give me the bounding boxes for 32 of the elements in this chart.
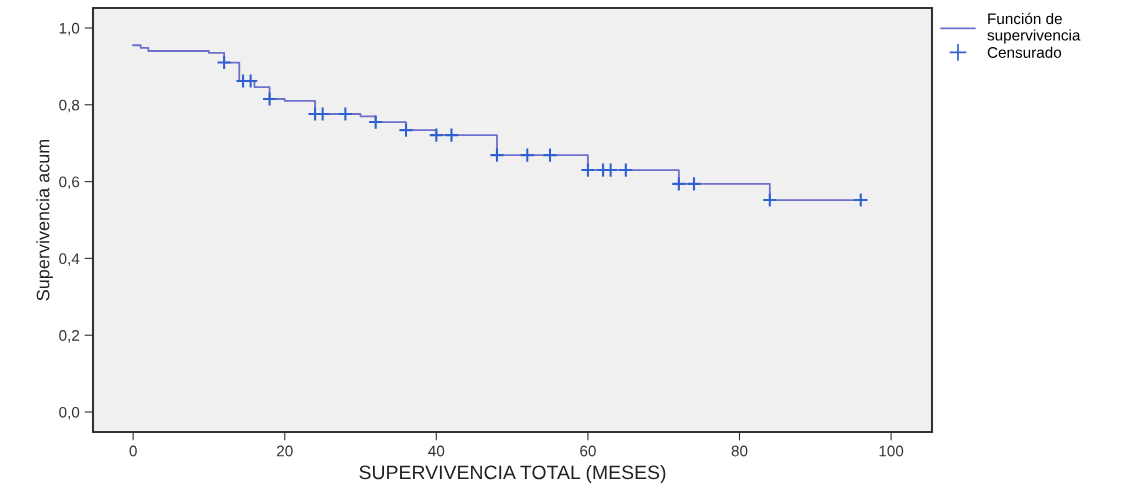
x-tick-label: 100: [879, 445, 904, 457]
x-tick-label: 40: [428, 445, 445, 457]
point: [542, 147, 558, 163]
x-tick-label: 20: [277, 445, 293, 457]
point: [443, 127, 460, 143]
y-tick-label: 1,0: [59, 22, 80, 36]
y-tick-label: 0,4: [59, 253, 80, 266]
point: [686, 176, 702, 192]
x-tick-label: 60: [580, 445, 596, 457]
point: [368, 114, 384, 130]
y-tick-label: 0,2: [59, 330, 80, 343]
y-axis-title: Supervivencia acum: [36, 139, 54, 301]
point: [618, 162, 634, 178]
y-tick-label: 0,6: [59, 176, 80, 190]
point: [261, 91, 278, 107]
point: [337, 106, 354, 122]
point: [489, 147, 505, 163]
point: [762, 192, 778, 208]
x-axis-title: SUPERVIVENCIA TOTAL (MESES): [359, 464, 666, 483]
x-tick-label: 80: [731, 445, 748, 457]
y-tick-label: 0,0: [59, 406, 80, 420]
point: [428, 127, 444, 143]
point: [580, 162, 596, 178]
x-tick-label: 0: [129, 445, 137, 457]
point: [853, 192, 869, 208]
point: [519, 147, 535, 163]
point: [671, 176, 687, 192]
legend-label: Función de supervivencia: [987, 12, 1081, 44]
point: [216, 54, 232, 71]
legend-label: Censurado: [987, 46, 1062, 58]
y-tick-label: 0,8: [59, 99, 80, 113]
point: [398, 122, 414, 138]
